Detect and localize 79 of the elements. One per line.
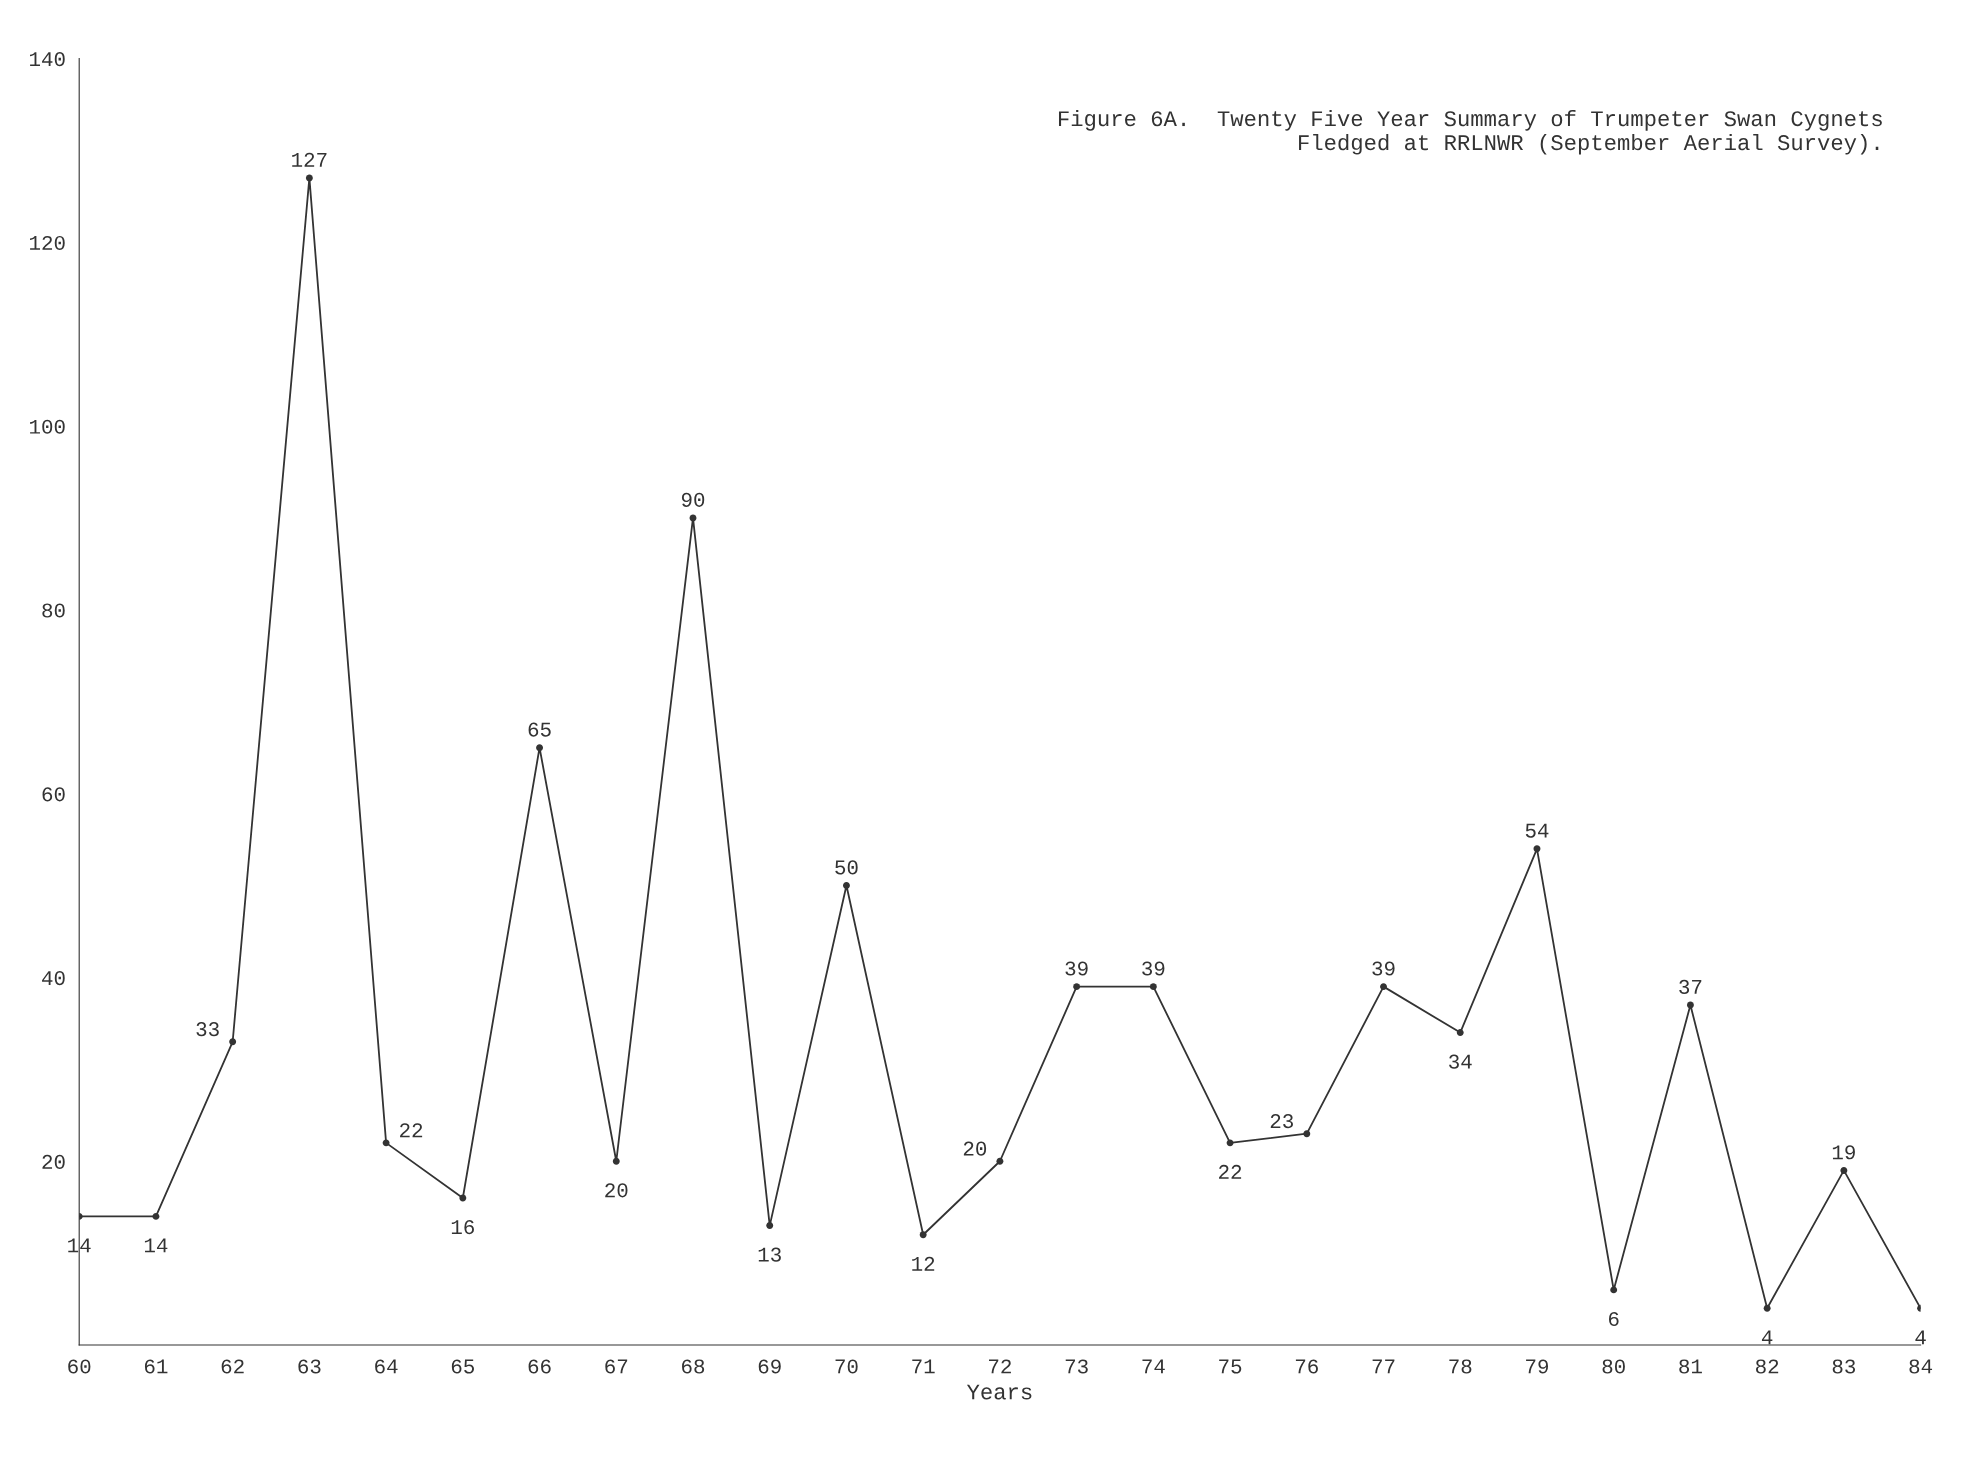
data-label: 50 <box>835 860 858 875</box>
data-label: 39 <box>1142 961 1165 976</box>
point <box>1226 1139 1234 1147</box>
point <box>305 174 313 182</box>
x-tick-label: 70 <box>835 1359 858 1374</box>
y-tick-label: 20 <box>42 1154 65 1169</box>
x-tick-label: 61 <box>144 1359 168 1374</box>
data-label: 13 <box>758 1247 781 1262</box>
x-tick-label: 81 <box>1679 1359 1702 1374</box>
x-tick-label: 76 <box>1295 1359 1318 1374</box>
x-tick-label: 68 <box>682 1359 705 1374</box>
data-label: 34 <box>1449 1054 1472 1069</box>
data-label: 37 <box>1679 979 1702 994</box>
data-label: 90 <box>681 492 705 507</box>
x-tick-label: 78 <box>1449 1359 1472 1374</box>
point <box>612 1157 620 1165</box>
point <box>1686 1001 1694 1009</box>
point <box>1380 983 1387 991</box>
data-label: 39 <box>1372 961 1395 976</box>
y-tick-label: 120 <box>30 235 65 251</box>
point <box>842 882 850 890</box>
data-label: 20 <box>605 1183 628 1198</box>
point <box>1763 1304 1771 1312</box>
x-tick-label: 79 <box>1526 1359 1549 1374</box>
point <box>152 1212 160 1220</box>
data-label: 127 <box>292 152 327 167</box>
x-tick-label: 64 <box>375 1359 398 1374</box>
point <box>1840 1166 1848 1174</box>
y-tick-label: 60 <box>42 787 65 802</box>
text: Figure 6A. Twenty Five Year Summary of Trumpeter Swan Cygnets Fledged at RRLNWR (September Aerial Survey). <box>1058 109 1882 155</box>
x-tick-label: 63 <box>298 1359 321 1374</box>
x-tick-label: 75 <box>1219 1359 1242 1374</box>
data-label: 20 <box>963 1141 987 1156</box>
x-tick-label: 66 <box>528 1359 551 1374</box>
x-axis-title: Years <box>966 1384 1032 1400</box>
data-label: 22 <box>1219 1164 1242 1179</box>
x-tick-label: 62 <box>221 1359 244 1374</box>
point <box>919 1231 927 1239</box>
x-tick-label: 69 <box>758 1359 781 1374</box>
point <box>1303 1130 1311 1138</box>
x-tick-label: 72 <box>989 1359 1011 1374</box>
data-label: 4 <box>1915 1330 1926 1345</box>
x-tick-label: 82 <box>1756 1359 1779 1374</box>
point <box>229 1038 237 1046</box>
x-tick-label: 74 <box>1142 1359 1165 1374</box>
y-tick-label: 80 <box>42 603 65 618</box>
data-label: 12 <box>912 1256 935 1271</box>
data-label: 16 <box>451 1220 474 1235</box>
x-tick-label: 84 <box>1909 1359 1933 1374</box>
x-tick-label: 65 <box>451 1359 474 1374</box>
point <box>1149 983 1157 991</box>
point <box>459 1194 467 1202</box>
data-label: 14 <box>144 1238 168 1253</box>
point <box>1610 1286 1618 1294</box>
x-tick-label: 71 <box>912 1359 935 1374</box>
y-tick-label: 40 <box>42 971 65 986</box>
data-label: 4 <box>1761 1330 1773 1345</box>
x-tick-label: 67 <box>605 1359 628 1374</box>
x-tick-label: 83 <box>1832 1359 1856 1374</box>
data-label: 22 <box>400 1123 423 1138</box>
data-label: 54 <box>1525 823 1549 838</box>
y-tick-label: 100 <box>30 419 65 434</box>
x-tick-label: 73 <box>1065 1359 1088 1374</box>
x-tick-label: 60 <box>68 1359 91 1374</box>
point <box>1073 983 1081 991</box>
data-label: 39 <box>1065 961 1088 976</box>
point <box>766 1222 774 1230</box>
point <box>536 744 544 752</box>
y-tick-label: 140 <box>30 52 65 67</box>
point <box>996 1157 1004 1165</box>
data-label: 23 <box>1270 1114 1293 1129</box>
point <box>1533 845 1541 853</box>
data-label: 19 <box>1832 1145 1855 1160</box>
x-tick-label: 80 <box>1602 1359 1625 1374</box>
data-label: 65 <box>528 722 551 737</box>
point <box>1456 1029 1464 1037</box>
x-tick-label: 77 <box>1372 1359 1395 1374</box>
data-label: 6 <box>1608 1311 1619 1327</box>
data-label: 33 <box>196 1022 219 1037</box>
